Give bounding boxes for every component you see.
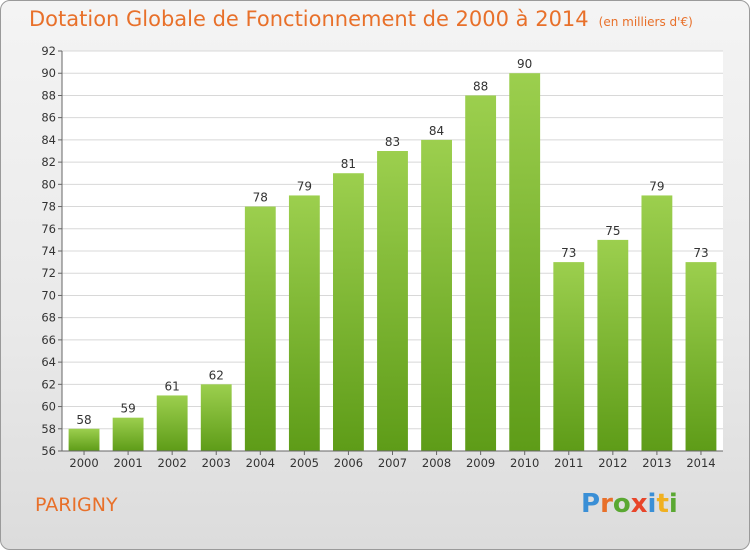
x-tick-label: 2013	[642, 456, 671, 470]
y-tick-label: 58	[41, 422, 56, 436]
x-tick-label: 2003	[202, 456, 231, 470]
x-tick-label: 2006	[334, 456, 363, 470]
chart-title-text: Dotation Globale de Fonctionnement de 20…	[29, 7, 589, 31]
data-label: 59	[120, 402, 135, 416]
chart-unit: (en milliers d'€)	[598, 15, 693, 29]
y-tick-label: 66	[41, 333, 56, 347]
bar	[333, 173, 364, 451]
data-label: 79	[649, 179, 664, 193]
logo-letter: P	[581, 489, 601, 519]
y-tick-label: 88	[41, 88, 56, 102]
x-axis: 2000 2001 2002 2003 2004 2005 2006 2007 2008 2009…	[62, 450, 723, 470]
bar-chart: 58 59 61 62 78 79 81 83 84 88 90 73 75 79 73 56 58 60 62 6…	[41, 44, 723, 470]
x-tick-label: 2007	[378, 456, 407, 470]
y-tick-label: 76	[41, 222, 56, 236]
y-tick-label: 92	[41, 44, 56, 58]
logo-letter: x	[630, 489, 648, 519]
bar	[597, 239, 629, 451]
x-tick-label: 2011	[554, 456, 583, 470]
logo-letter: i	[668, 489, 678, 519]
y-tick-label: 80	[41, 177, 56, 191]
x-tick-label: 2014	[686, 456, 715, 470]
y-tick-label: 68	[41, 311, 56, 325]
data-label: 90	[517, 57, 532, 71]
data-label: 81	[341, 157, 356, 171]
data-labels: 58 59 61 62 78 79 81 83 84 88 90 73 75 79 73	[76, 57, 708, 427]
bar	[509, 73, 541, 451]
bar	[288, 195, 320, 451]
y-tick-label: 70	[41, 288, 56, 302]
bar	[244, 206, 276, 451]
data-label: 83	[385, 135, 400, 149]
x-tick-label: 2000	[69, 456, 98, 470]
x-tick-label: 2009	[466, 456, 495, 470]
bar	[112, 417, 144, 451]
y-tick-label: 56	[41, 444, 56, 458]
y-tick-label: 78	[41, 200, 56, 214]
y-axis: 56 58 60 62 64 66 68 70 72 74 76 78 80 82 84 86 88 90 92	[41, 44, 63, 458]
x-tick-label: 2008	[422, 456, 451, 470]
bar	[156, 395, 188, 451]
data-label: 73	[561, 246, 576, 260]
x-tick-label: 2004	[246, 456, 275, 470]
bar	[200, 384, 232, 451]
data-label: 61	[165, 379, 180, 393]
data-label: 84	[429, 124, 444, 138]
data-label: 58	[76, 413, 91, 427]
y-tick-label: 64	[41, 355, 56, 369]
y-tick-label: 90	[41, 66, 56, 80]
x-tick-label: 2005	[290, 456, 319, 470]
bar	[465, 95, 497, 451]
bar	[68, 428, 100, 451]
bar	[685, 262, 717, 451]
data-label: 79	[297, 179, 312, 193]
y-tick-label: 60	[41, 400, 56, 414]
chart-title: Dotation Globale de Fonctionnement de 20…	[29, 7, 693, 31]
y-tick-label: 86	[41, 111, 56, 125]
data-label: 75	[605, 224, 620, 238]
bars	[68, 73, 717, 451]
x-tick-label: 2012	[598, 456, 627, 470]
y-tick-label: 62	[41, 377, 56, 391]
logo-letter: t	[656, 489, 669, 519]
data-label: 62	[209, 368, 224, 382]
x-tick-label: 2010	[510, 456, 539, 470]
data-label: 73	[693, 246, 708, 260]
y-tick-label: 82	[41, 155, 56, 169]
logo-letter: i	[647, 489, 657, 519]
bar	[641, 195, 673, 451]
x-tick-label: 2001	[113, 456, 142, 470]
y-tick-label: 72	[41, 266, 56, 280]
commune-name: PARIGNY	[35, 494, 118, 516]
logo-letter: o	[612, 489, 631, 519]
bar	[421, 139, 452, 451]
bar	[553, 262, 585, 451]
logo-letter: r	[600, 489, 613, 519]
x-tick-label: 2002	[158, 456, 187, 470]
data-label: 88	[473, 79, 488, 93]
bar	[377, 151, 408, 451]
proxiti-logo: Proxiti	[581, 489, 678, 519]
y-tick-label: 84	[41, 133, 56, 147]
y-tick-label: 74	[41, 244, 56, 258]
data-label: 78	[253, 191, 268, 205]
